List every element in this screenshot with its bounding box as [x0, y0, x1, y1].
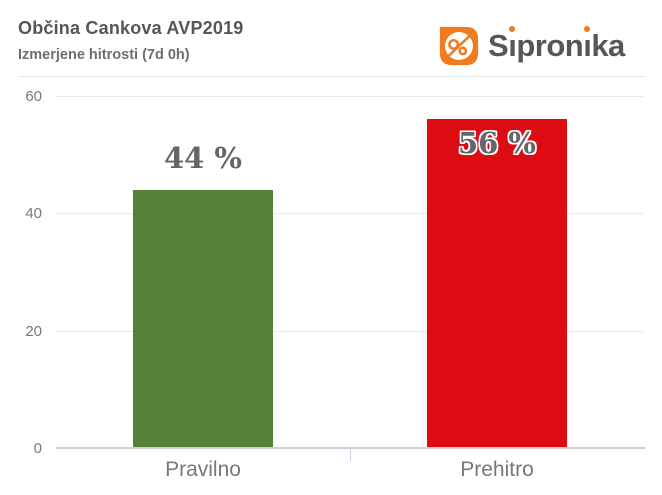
- y-axis-tick-label: 0: [33, 440, 42, 457]
- header-divider: [18, 76, 646, 77]
- x-axis-category-label: Prehitro: [460, 458, 534, 481]
- bar-prehitro: [427, 119, 567, 447]
- wordmark-seg: ka: [591, 28, 625, 63]
- wordmark-seg: pron: [516, 28, 584, 63]
- page-subtitle: Izmerjene hitrosti (7d 0h): [18, 47, 190, 63]
- x-axis-tick: [350, 449, 351, 461]
- y-axis-tick-label: 20: [25, 323, 42, 340]
- sipronika-logo: Sıpronıka: [437, 23, 625, 69]
- bar-value-label: 56 %: [457, 126, 536, 160]
- gridline-y-40: [56, 213, 644, 214]
- sipronika-wordmark: Sıpronıka: [488, 23, 625, 69]
- bar-pravilno: [133, 190, 273, 447]
- gridline-y-60: [56, 96, 644, 97]
- x-axis-line: [56, 447, 645, 449]
- x-axis-category-label: Pravilno: [165, 458, 241, 481]
- y-axis-tick-label: 40: [25, 205, 42, 222]
- sipronika-percent-icon: [439, 26, 479, 66]
- wordmark-i-orange-dot: ı: [508, 23, 517, 69]
- wordmark-seg: S: [488, 28, 509, 63]
- y-axis-tick-label: 60: [25, 88, 42, 105]
- bar-value-label: 44 %: [163, 141, 242, 175]
- page-title: Občina Cankova AVP2019: [18, 18, 244, 38]
- wordmark-i-orange-dot: ı: [583, 23, 592, 69]
- gridline-y-20: [56, 331, 644, 332]
